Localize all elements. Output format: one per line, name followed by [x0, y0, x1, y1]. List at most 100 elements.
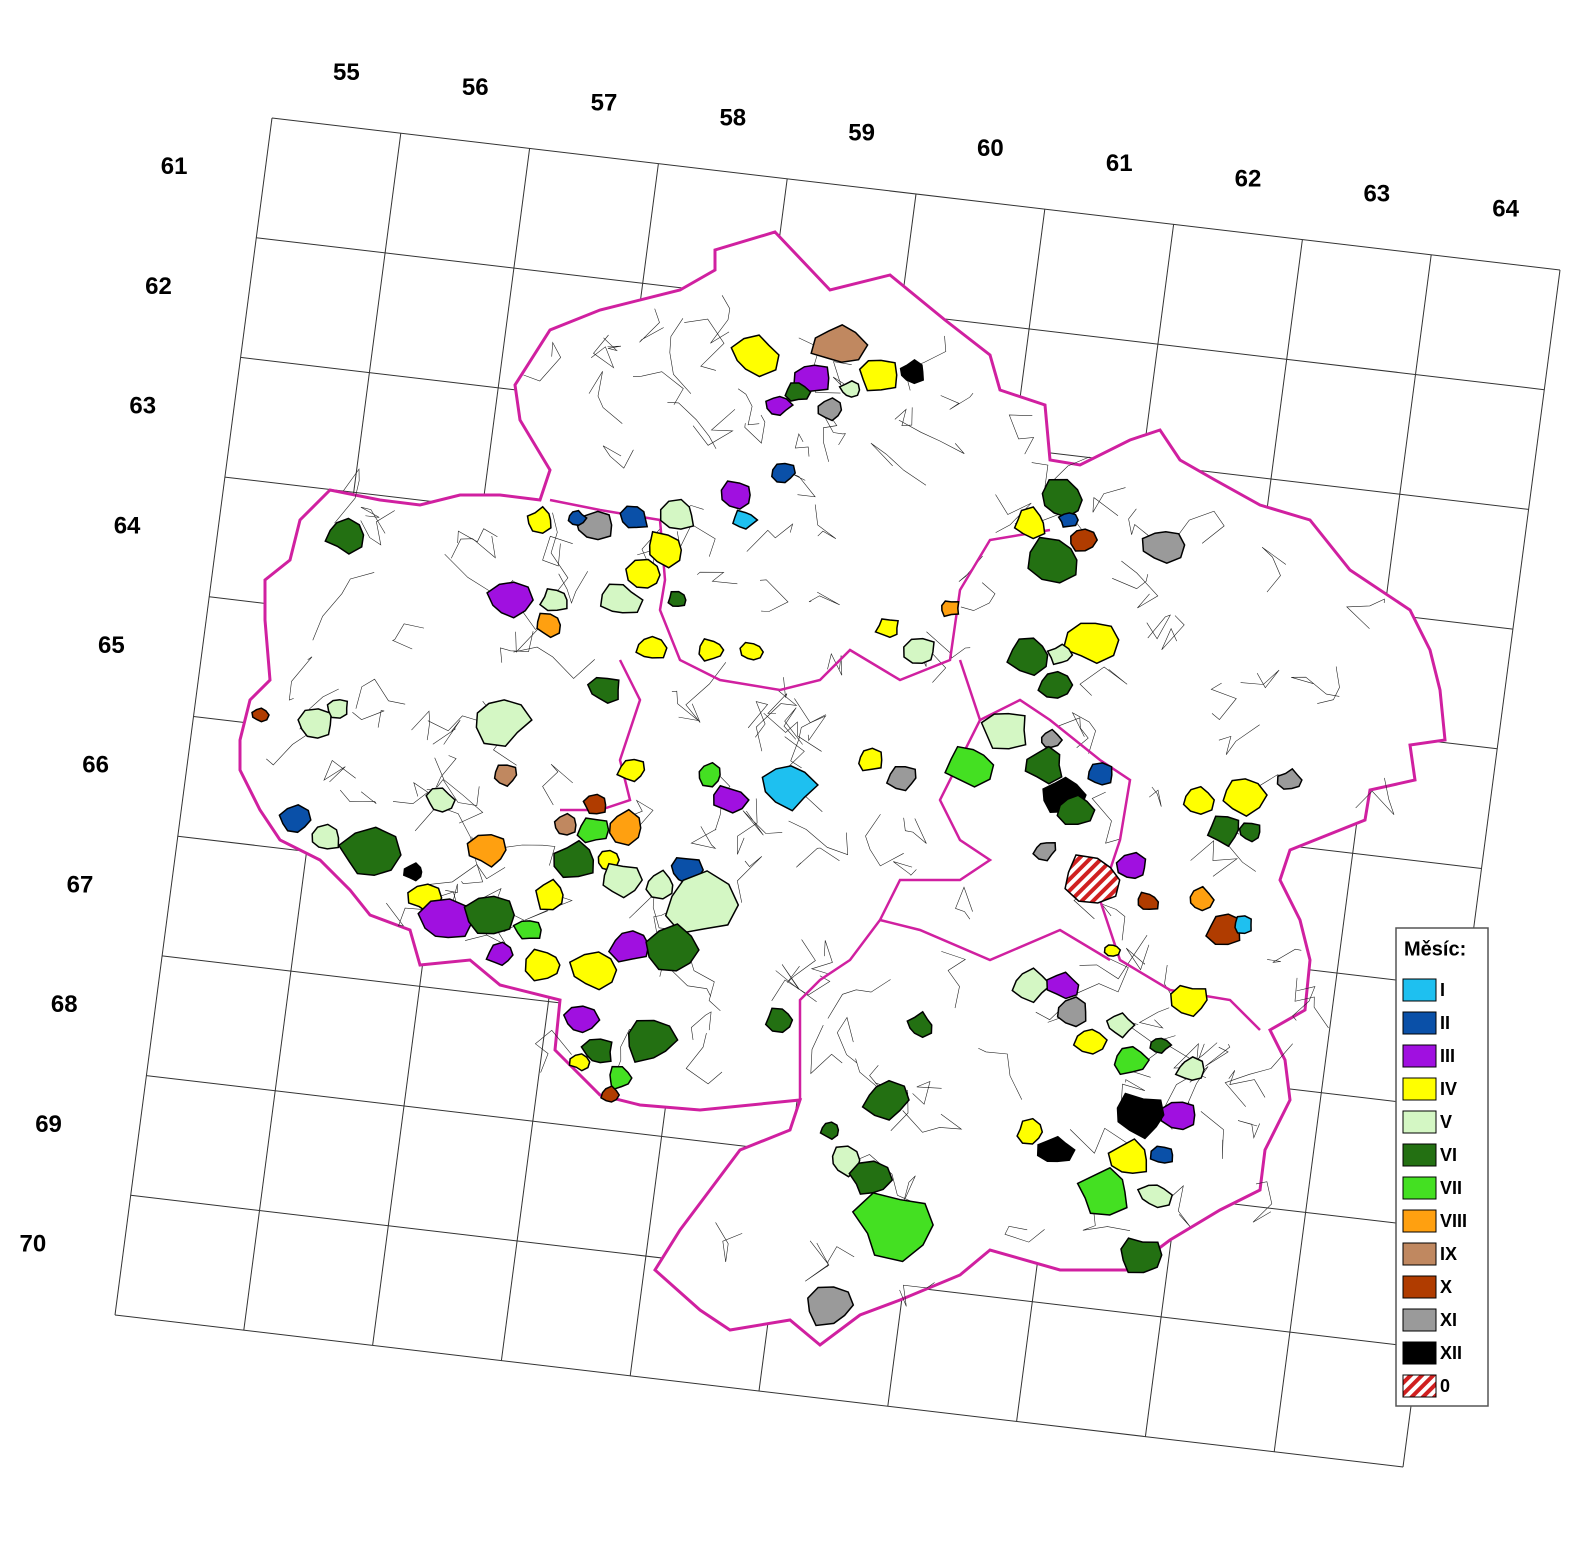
municipal-line	[794, 433, 810, 457]
municipality	[599, 583, 644, 614]
municipal-line	[631, 799, 654, 834]
municipality	[1056, 996, 1087, 1028]
municipality	[1105, 1012, 1136, 1039]
row-label: 68	[51, 991, 78, 1018]
municipal-line	[941, 951, 966, 1009]
municipality	[1036, 1135, 1076, 1163]
municipality	[730, 334, 780, 378]
municipal-line	[940, 393, 974, 410]
legend-swatch	[1402, 1374, 1437, 1398]
legend-label: 0	[1440, 1376, 1450, 1396]
municipal-line	[893, 861, 917, 876]
municipal-line	[697, 571, 738, 585]
municipality	[764, 1007, 794, 1034]
municipality	[1120, 1237, 1163, 1274]
legend-label: VIII	[1440, 1211, 1467, 1231]
municipality	[667, 590, 687, 608]
municipality	[1064, 854, 1121, 904]
municipal-line	[671, 690, 700, 721]
municipal-line	[386, 902, 426, 927]
municipal-line	[819, 407, 846, 446]
municipal-line	[1294, 977, 1329, 1029]
municipal-line	[1076, 958, 1129, 994]
municipal-line	[550, 512, 569, 597]
municipality	[1006, 637, 1049, 677]
municipal-line	[1240, 669, 1280, 689]
row-label: 62	[145, 273, 172, 300]
municipality	[1046, 643, 1074, 666]
municipal-line	[805, 1240, 830, 1282]
municipality	[765, 395, 795, 417]
municipal-line	[558, 571, 589, 604]
municipal-line	[836, 1016, 858, 1064]
municipal-line	[360, 510, 395, 546]
legend-label: III	[1440, 1046, 1455, 1066]
municipality	[539, 588, 568, 612]
municipal-line	[689, 958, 721, 1012]
municipality	[568, 951, 618, 991]
municipal-line	[690, 826, 717, 849]
municipality	[1170, 984, 1208, 1018]
municipality	[720, 480, 751, 510]
legend-label: VII	[1440, 1178, 1462, 1198]
municipal-line	[955, 886, 973, 920]
municipality	[535, 878, 564, 911]
municipality	[713, 784, 750, 814]
municipal-line	[796, 847, 840, 868]
municipality	[810, 324, 869, 363]
municipal-line	[736, 856, 763, 903]
municipal-line	[737, 798, 758, 855]
municipal-lines	[266, 295, 1395, 1307]
municipal-line	[1228, 1070, 1266, 1098]
column-label: 55	[333, 59, 360, 86]
column-label: 63	[1363, 181, 1390, 208]
municipal-line	[498, 844, 556, 866]
municipality	[664, 870, 740, 934]
municipal-line	[715, 1222, 743, 1262]
legend-swatch	[1402, 1308, 1437, 1332]
municipality	[899, 358, 924, 385]
municipal-line	[759, 579, 789, 612]
municipality	[739, 641, 765, 661]
municipality	[600, 1085, 621, 1103]
municipality	[817, 397, 843, 422]
legend-swatch	[1402, 1011, 1437, 1035]
municipality	[635, 635, 668, 659]
municipal-line	[1071, 711, 1096, 754]
municipality	[848, 1160, 894, 1195]
municipal-line	[787, 939, 816, 983]
municipality	[1149, 1145, 1174, 1164]
municipal-line	[794, 698, 827, 742]
municipal-line	[391, 623, 425, 650]
municipal-line	[903, 817, 927, 844]
municipal-line	[902, 1110, 963, 1133]
municipality	[1141, 530, 1186, 565]
legend-label: IV	[1440, 1079, 1457, 1099]
municipal-line	[1138, 1007, 1170, 1029]
municipal-line	[1267, 948, 1302, 963]
municipal-line	[978, 1047, 1023, 1100]
municipality	[485, 941, 514, 967]
municipal-line	[392, 781, 429, 805]
column-label: 56	[462, 74, 489, 101]
municipality	[526, 505, 552, 535]
municipality	[731, 509, 759, 530]
municipal-line	[737, 388, 760, 426]
municipal-line	[827, 979, 891, 1019]
legend-swatch	[1402, 978, 1437, 1002]
municipality	[851, 1192, 934, 1263]
legend-swatch	[1402, 1077, 1437, 1101]
column-label: 58	[719, 105, 746, 132]
municipality	[861, 1079, 910, 1121]
municipality	[607, 930, 650, 963]
municipal-line	[1079, 666, 1128, 696]
municipal-line	[1317, 666, 1340, 704]
legend-label: XII	[1440, 1343, 1462, 1363]
municipality	[698, 638, 725, 662]
municipality	[1113, 1045, 1151, 1076]
municipality	[602, 862, 644, 899]
municipality	[1032, 842, 1057, 862]
municipality	[553, 812, 577, 836]
municipality	[586, 676, 620, 705]
